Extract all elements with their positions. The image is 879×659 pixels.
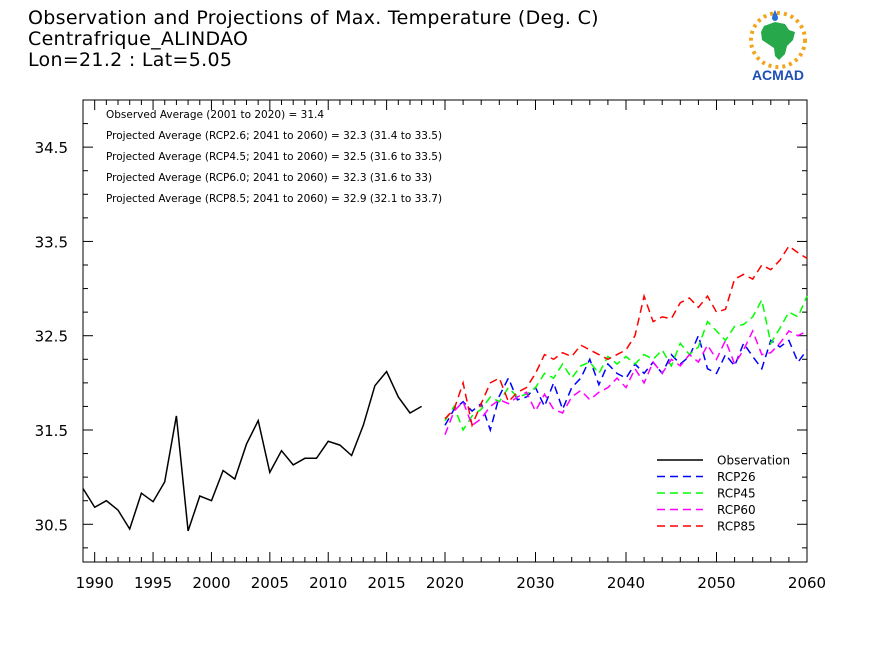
- annotation-line: Projected Average (RCP2.6; 2041 to 2060)…: [106, 130, 442, 142]
- series-line-rcp26: [444, 333, 808, 433]
- africa-map-icon: [761, 22, 795, 60]
- legend: Observation RCP26 RCP45 RCP60 RCP85: [657, 454, 790, 534]
- sun-rays-icon: [749, 11, 807, 69]
- annotation-line: Projected Average (RCP6.0; 2041 to 2060)…: [106, 172, 432, 184]
- acmad-logo: ACMAD: [737, 8, 819, 84]
- x-tick-label: 2030: [516, 574, 554, 592]
- y-tick-label: 32.5: [35, 328, 68, 346]
- series-layer: [82, 245, 808, 532]
- axis-ticks: 30.5 31.5 32.5 33.5 34.5 1990 1995 2000 2005 2010…: [35, 100, 826, 592]
- location-name: Centrafrique_ALINDAO: [28, 28, 249, 50]
- legend-label-rcp26: RCP26: [717, 470, 756, 484]
- x-tick-label: 2060: [788, 574, 826, 592]
- legend-label-rcp60: RCP60: [717, 503, 756, 517]
- series-line-rcp85: [444, 245, 808, 428]
- acmad-logo-text: ACMAD: [752, 67, 804, 83]
- x-tick-label: 2010: [309, 574, 347, 592]
- x-tick-label: 2040: [607, 574, 645, 592]
- y-tick-label: 31.5: [35, 422, 68, 440]
- x-tick-label: 1990: [76, 574, 114, 592]
- x-tick-label: 2000: [192, 574, 230, 592]
- annotation-block: Observed Average (2001 to 2020) = 31.4 Pr…: [106, 109, 442, 205]
- x-tick-label: 2020: [426, 574, 464, 592]
- legend-label-rcp85: RCP85: [717, 520, 756, 534]
- chart-title: Observation and Projections of Max. Temp…: [28, 7, 599, 29]
- annotation-line: Observed Average (2001 to 2020) = 31.4: [106, 109, 324, 121]
- chart-title-block: Observation and Projections of Max. Temp…: [28, 8, 599, 71]
- series-line-rcp45: [444, 295, 808, 432]
- acmad-logo-graphic: ACMAD: [749, 10, 807, 83]
- y-tick-label: 34.5: [35, 139, 68, 157]
- legend-label-observation: Observation: [717, 454, 790, 468]
- annotation-line: Projected Average (RCP8.5; 2041 to 2060)…: [106, 193, 442, 205]
- series-line-rcp60: [444, 329, 808, 435]
- water-drop-icon: [772, 10, 778, 21]
- annotation-line: Projected Average (RCP4.5; 2041 to 2060)…: [106, 151, 442, 163]
- x-tick-label: 2005: [251, 574, 289, 592]
- y-tick-label: 30.5: [35, 516, 68, 534]
- y-tick-label: 33.5: [35, 233, 68, 251]
- series-line-observation: [82, 370, 422, 532]
- x-tick-label: 2015: [368, 574, 406, 592]
- x-tick-label: 2050: [697, 574, 735, 592]
- coordinates-label: Lon=21.2 : Lat=5.05: [28, 49, 233, 71]
- x-tick-label: 1995: [134, 574, 172, 592]
- legend-label-rcp45: RCP45: [717, 487, 756, 501]
